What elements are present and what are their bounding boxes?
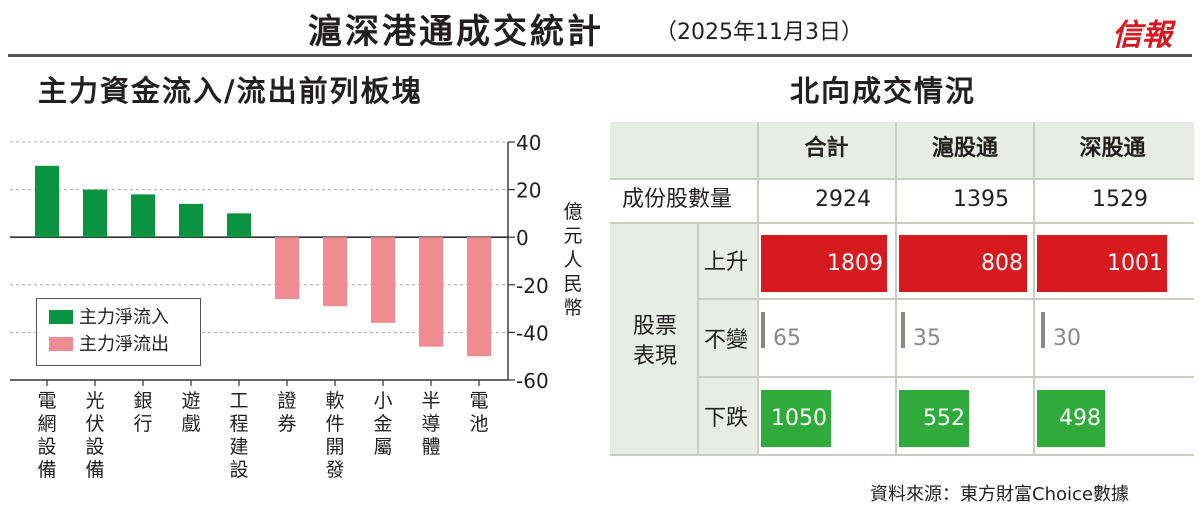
- legend-label-inflow: 主力淨流入: [79, 307, 169, 328]
- category-label: 軟件開發: [325, 390, 345, 481]
- row-label-down: 下跌: [704, 406, 749, 431]
- bar-9: [419, 237, 443, 347]
- bar-2: [83, 189, 107, 238]
- table-header-bg: [610, 122, 1194, 179]
- bar-5: [227, 213, 251, 238]
- sector-flow-chart: 40 20 0 -20 -40 -60: [10, 131, 549, 390]
- main-title: 滬深港通成交統計: [308, 12, 604, 52]
- report-date: （2025年11月3日）: [655, 20, 863, 45]
- grid-line: [697, 224, 699, 456]
- header-divider: [8, 54, 1192, 57]
- category-label: 電池: [469, 390, 489, 435]
- y-tick-label: 40: [516, 131, 541, 155]
- down-bar-shanghai: 552: [899, 390, 969, 447]
- bar-8: [371, 237, 395, 323]
- down-bar-shenzhen: 498: [1037, 390, 1105, 447]
- grid-line: [610, 178, 1194, 180]
- bar-6: [275, 237, 299, 300]
- constituents-total: 2924: [815, 187, 871, 212]
- constituents-shanghai: 1395: [953, 187, 1009, 212]
- y-tick-label: 0: [516, 226, 529, 250]
- unchanged-total: 65: [773, 326, 801, 351]
- data-source: 資料來源：東方財富Choice數據: [870, 484, 1129, 505]
- chart-legend: 主力淨流入 主力淨流出: [36, 298, 201, 366]
- category-label: 證券: [277, 390, 297, 435]
- y-tick-label: -40: [516, 321, 549, 345]
- constituents-shenzhen: 1529: [1092, 187, 1148, 212]
- grid-line: [610, 454, 1194, 456]
- grid-line: [757, 122, 759, 456]
- y-tick-label: 20: [516, 179, 541, 203]
- y-tick-label: -60: [516, 369, 549, 390]
- category-label: 遊戲: [181, 390, 201, 435]
- bar-10: [467, 237, 491, 357]
- unchanged-shanghai: 35: [913, 326, 941, 351]
- chart-title: 主力資金流入/流出前列板塊: [38, 74, 423, 108]
- unchanged-bar-total: [761, 312, 765, 348]
- group-label-performance: 股票表現: [632, 314, 677, 369]
- grid-line: [895, 122, 897, 456]
- category-label: 小金屬: [373, 390, 393, 458]
- column-header-shenzhen: 深股通: [1079, 136, 1146, 161]
- category-label: 光伏設備: [85, 390, 105, 481]
- row-label-constituents: 成份股數量: [622, 187, 733, 212]
- brand-logo: 信報: [1112, 18, 1172, 53]
- unchanged-shenzhen: 30: [1053, 326, 1081, 351]
- row-label-unchanged: 不變: [704, 328, 749, 353]
- y-axis-label: 億元人民幣: [563, 201, 583, 319]
- bar-7: [323, 237, 347, 307]
- unchanged-bar-shanghai: [901, 312, 905, 348]
- row-label-bg: [698, 224, 758, 456]
- legend-item-inflow: 主力淨流入: [49, 308, 169, 328]
- unchanged-bar-shenzhen: [1041, 312, 1045, 348]
- y-tick-label: -20: [516, 274, 549, 298]
- bar-1: [35, 165, 59, 238]
- grid-line: [698, 376, 1194, 378]
- column-header-shanghai: 滬股通: [931, 136, 998, 161]
- up-bar-shenzhen: 1001: [1037, 235, 1167, 292]
- legend-label-outflow: 主力淨流出: [79, 334, 169, 355]
- grid-line: [610, 222, 1194, 224]
- bar-4: [179, 203, 203, 238]
- category-label: 電網設備: [37, 390, 57, 481]
- up-bar-shanghai: 808: [899, 235, 1027, 292]
- down-bar-total: 1050: [761, 390, 831, 447]
- legend-swatch-inflow: [49, 310, 73, 324]
- table-title: 北向成交情況: [790, 74, 977, 108]
- category-label: 銀行: [133, 390, 153, 435]
- legend-item-outflow: 主力淨流出: [49, 335, 169, 355]
- column-header-total: 合計: [804, 136, 849, 161]
- bar-3: [131, 194, 155, 238]
- grid-line: [698, 298, 1194, 300]
- category-label: 半導體: [421, 390, 441, 458]
- grid-line: [1033, 122, 1035, 456]
- row-label-up: 上升: [704, 250, 749, 275]
- legend-swatch-outflow: [49, 337, 73, 351]
- category-label: 工程建設: [229, 390, 249, 481]
- up-bar-total: 1809: [761, 235, 887, 292]
